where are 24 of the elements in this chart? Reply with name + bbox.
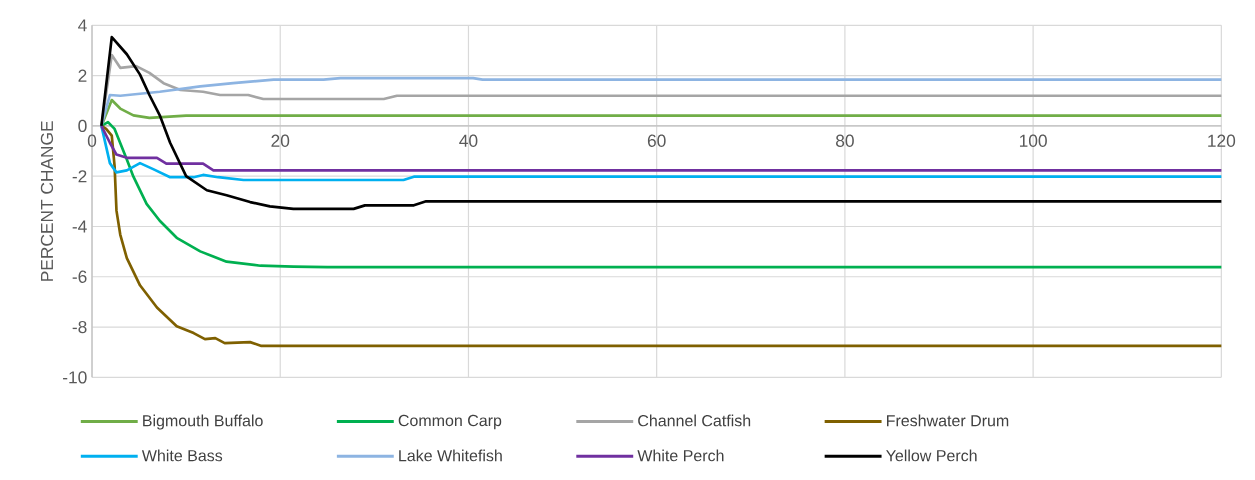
y-tick-label: 2: [78, 69, 87, 82]
legend-label: Common Carp: [398, 414, 502, 430]
legend-label: Lake Whitefish: [399, 449, 502, 462]
y-tick-label: -8: [72, 320, 87, 334]
legend-label: Channel Catfish: [638, 414, 751, 427]
legend-label: Bigmouth Buffalo: [143, 414, 263, 430]
legend-label: White Bass: [141, 449, 223, 462]
x-tick-label: 80: [836, 134, 854, 147]
x-tick-label: 40: [459, 134, 478, 147]
legend-label: White Perch: [637, 449, 724, 462]
x-tick-label: 0: [87, 134, 97, 147]
x-tick-label: 20: [271, 134, 290, 147]
y-tick-label: -10: [63, 371, 87, 384]
y-tick-label: -2: [72, 170, 87, 183]
legend-label: Yellow Perch: [886, 449, 977, 462]
y-axis-title: PERCENT CHANGE: [40, 121, 54, 281]
x-tick-label: 120: [1208, 134, 1236, 147]
legend-label: Freshwater Drum: [887, 414, 1009, 427]
y-tick-label: 4: [78, 19, 87, 32]
x-tick-label: 100: [1019, 134, 1047, 147]
y-tick-label: 0: [78, 119, 87, 133]
x-tick-label: 60: [647, 134, 666, 147]
y-tick-label: -4: [72, 220, 87, 233]
y-tick-label: -6: [72, 270, 87, 283]
